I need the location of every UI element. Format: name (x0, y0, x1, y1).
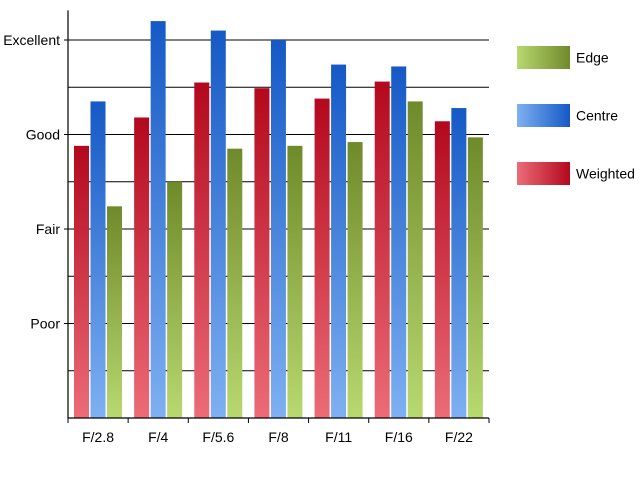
legend-swatch-weighted (517, 162, 570, 185)
bar-centre-F22 (451, 108, 467, 418)
bar-centre-F11 (331, 64, 347, 418)
x-tick-label: F/8 (268, 429, 288, 445)
bar-edge-F11 (347, 142, 363, 418)
bar-centre-F8 (270, 40, 286, 418)
x-tick-label: F/22 (445, 429, 473, 445)
bar-weighted-F4 (134, 117, 150, 419)
x-tick-label: F/5.6 (202, 429, 234, 445)
x-tick-label: F/2.8 (82, 429, 114, 445)
bar-weighted-F8 (254, 88, 270, 418)
x-tick-label: F/16 (385, 429, 413, 445)
legend-label-weighted: Weighted (576, 166, 635, 182)
bar-weighted-F56 (194, 82, 210, 419)
legend-swatch-edge (517, 46, 570, 69)
bar-weighted-F22 (434, 121, 450, 419)
y-tick-label: Poor (30, 316, 60, 332)
axes (67, 10, 490, 423)
x-tick-label: F/4 (148, 429, 168, 445)
y-tick-label: Excellent (3, 32, 60, 48)
bar-edge-F8 (287, 145, 303, 418)
legend-label-centre: Centre (576, 108, 618, 124)
y-tick-label: Fair (36, 221, 60, 237)
bar-centre-F28 (90, 101, 106, 419)
bar-centre-F4 (150, 21, 166, 418)
y-tick-label: Good (26, 127, 60, 143)
bar-centre-F16 (391, 66, 407, 419)
bar-edge-F28 (107, 206, 122, 418)
legend-swatch-centre (517, 104, 570, 127)
bar-edge-F56 (227, 148, 243, 419)
bar-edge-F4 (167, 181, 183, 418)
legend: Edge Centre Weighted (517, 46, 635, 185)
bar-weighted-F28 (74, 145, 89, 418)
bar-centre-F56 (210, 30, 226, 419)
bars (74, 21, 483, 419)
bar-weighted-F11 (314, 98, 330, 418)
x-tick-label: F/11 (325, 429, 352, 445)
legend-label-edge: Edge (576, 50, 609, 66)
bar-edge-F22 (467, 137, 483, 418)
bar-edge-F16 (407, 101, 423, 419)
tick-labels: Poor Fair Good Excellent F/2.8 F/4 F/5.6 F/8 F/1… (3, 32, 473, 445)
bar-weighted-F16 (374, 81, 390, 418)
